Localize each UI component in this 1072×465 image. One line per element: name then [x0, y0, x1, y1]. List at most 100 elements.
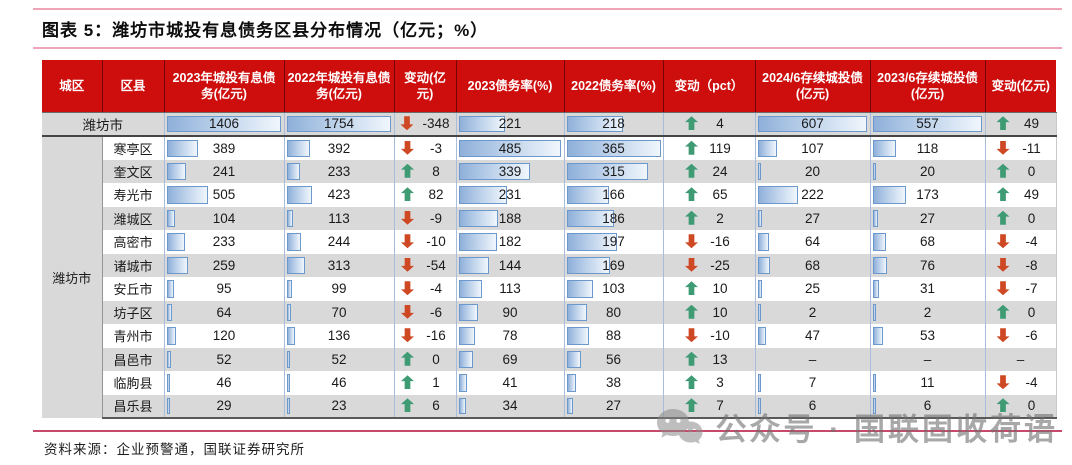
change-value: 49 — [1023, 187, 1040, 203]
change-cell: 119 — [663, 136, 756, 160]
value-cell: 70 — [284, 300, 395, 324]
cell-value: 103 — [602, 281, 625, 297]
cell-value: 31 — [919, 281, 936, 297]
change-value: -7 — [1025, 281, 1038, 297]
cell-value: 259 — [212, 257, 236, 273]
change-value: 0 — [432, 351, 440, 367]
up-arrow-icon — [685, 187, 698, 202]
data-bar — [566, 115, 623, 132]
change-cell: 49 — [985, 183, 1057, 207]
value-cell: 389 — [164, 136, 285, 160]
up-arrow-icon — [996, 304, 1010, 319]
down-arrow-icon — [996, 375, 1010, 390]
table-row: 诸城市 259 313 -54 144 169 -25 68 76 -8 — [42, 253, 1057, 277]
up-arrow-icon — [401, 163, 414, 178]
change-value: 49 — [1023, 116, 1040, 132]
change-value: 65 — [712, 187, 728, 203]
cell-value: 29 — [216, 398, 232, 414]
change-cell: 0 — [985, 159, 1057, 183]
county-cell: 昌邑市 — [102, 347, 165, 371]
cell-value: 231 — [498, 187, 522, 203]
county-cell: 临朐县 — [102, 371, 165, 395]
value-cell: 41 — [456, 371, 565, 395]
data-bar — [458, 374, 468, 392]
value-cell: 233 — [284, 159, 395, 183]
value-cell: 144 — [456, 253, 565, 277]
county-cell: 昌乐县 — [102, 394, 165, 419]
cell-value: 46 — [331, 375, 347, 391]
watermark: 公众号 · 国联固收荷语 — [657, 404, 1058, 449]
data-bar — [566, 397, 574, 414]
data-bar — [566, 233, 618, 251]
value-cell: – — [870, 347, 986, 371]
cell-value: 505 — [212, 187, 236, 203]
value-cell: 365 — [564, 136, 664, 160]
data-bar — [566, 280, 594, 298]
value-cell: 188 — [456, 206, 565, 230]
data-bar — [872, 186, 907, 204]
down-arrow-icon — [996, 281, 1010, 296]
change-value: 0 — [1027, 210, 1036, 226]
cell-value: 144 — [498, 257, 522, 273]
value-cell: 182 — [456, 230, 565, 254]
cell-value: 20 — [804, 163, 821, 179]
up-arrow-icon — [685, 375, 698, 390]
change-cell: 4 — [663, 112, 756, 137]
value-cell: 56 — [564, 347, 664, 371]
change-cell: -16 — [394, 324, 457, 348]
value-cell: 173 — [870, 183, 986, 207]
value-cell: 485 — [456, 136, 565, 160]
table-row: 昌邑市 52 52 0 69 56 13– – – — [42, 347, 1057, 371]
value-cell: 6 — [755, 394, 871, 419]
data-bar — [166, 397, 171, 414]
value-cell: 80 — [564, 300, 664, 324]
value-cell: 25 — [755, 277, 871, 301]
data-bar — [166, 140, 199, 157]
down-arrow-icon — [996, 140, 1010, 155]
data-bar — [872, 233, 886, 251]
change-value: 3 — [716, 375, 724, 391]
value-cell: 68 — [755, 253, 871, 277]
value-cell: 231 — [456, 183, 565, 207]
table-body: 潍坊市 1406 1754 -348 221 218 4 607 557 49 潍坊市 寒亭区 389 3… — [42, 112, 1057, 419]
column-header-ratio-2022: 2022债务率(%) — [564, 60, 664, 113]
value-cell: 505 — [164, 183, 285, 207]
data-bar — [566, 162, 648, 180]
value-cell: 23 — [284, 394, 395, 419]
data-bar — [566, 209, 615, 227]
up-arrow-icon — [996, 187, 1010, 202]
change-value: 0 — [1027, 398, 1036, 414]
data-bar — [872, 397, 876, 414]
county-cell: 高密市 — [102, 230, 165, 254]
cell-value: 7 — [808, 375, 817, 391]
cell-value: 233 — [327, 163, 351, 179]
cell-value: 99 — [331, 281, 347, 297]
top-divider — [33, 8, 1062, 10]
value-cell: 221 — [456, 112, 565, 137]
cell-value: 392 — [327, 140, 351, 156]
value-cell: 99 — [284, 277, 395, 301]
value-cell: 222 — [755, 183, 871, 207]
value-cell: 233 — [164, 230, 285, 254]
down-arrow-icon — [685, 328, 698, 343]
data-bar — [166, 256, 188, 274]
cell-value: 136 — [327, 328, 351, 344]
data-bar — [166, 162, 187, 180]
cell-value: 41 — [502, 375, 518, 391]
cell-value: 557 — [916, 116, 939, 132]
cell-value: 104 — [212, 210, 236, 226]
debt-distribution-table: 城区 区县 2023年城投有息债务(亿元) 2022年城投有息债务(亿元) 变动… — [42, 60, 1057, 419]
column-header-region: 城区 — [42, 60, 103, 113]
data-bar — [872, 115, 982, 132]
change-cell: -16 — [663, 230, 756, 254]
cell-value: 113 — [328, 210, 350, 226]
county-cell: 坊子区 — [102, 300, 165, 324]
table-row: 安丘市 95 99 -4 113 103 10 25 31 -7 — [42, 277, 1057, 301]
value-cell: – — [985, 347, 1057, 371]
cell-value: 68 — [919, 234, 936, 250]
data-bar — [872, 374, 876, 392]
change-cell: -4 — [985, 371, 1057, 395]
value-cell: 78 — [456, 324, 565, 348]
change-value: 10 — [712, 281, 728, 297]
data-bar — [458, 280, 483, 298]
